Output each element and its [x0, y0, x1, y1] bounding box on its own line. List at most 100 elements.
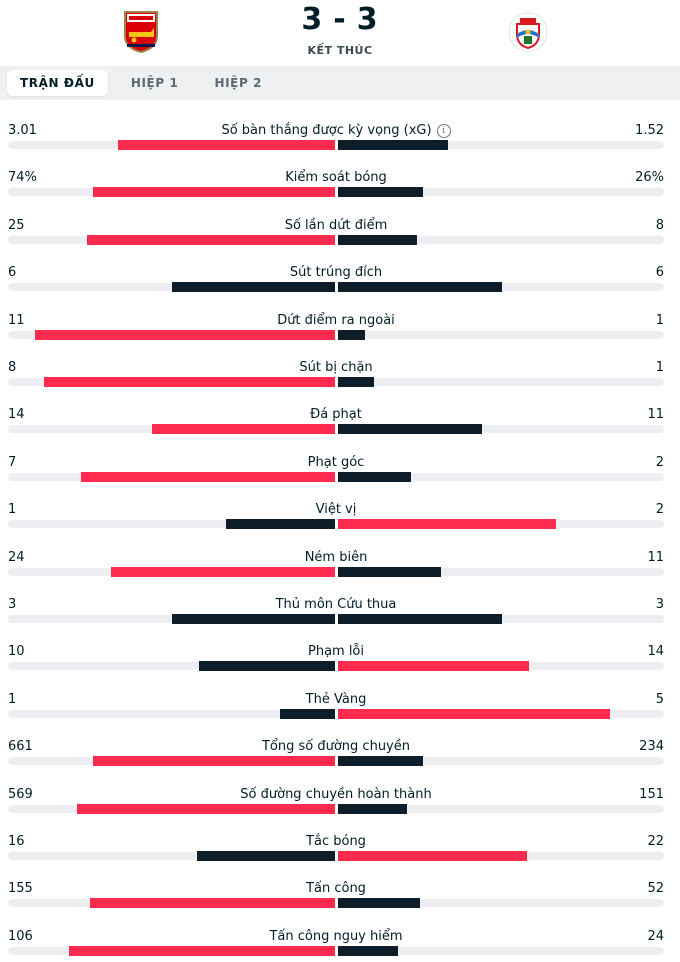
- away-bar: [338, 234, 418, 245]
- home-stat-value: 24: [8, 549, 25, 565]
- home-bar: [87, 234, 335, 245]
- away-bar-track: [338, 235, 664, 244]
- home-stat-value: 16: [8, 834, 25, 849]
- stat-label: Phạt góc: [307, 454, 365, 470]
- stat-label: Tấn công: [306, 881, 366, 897]
- away-bar: [338, 377, 375, 387]
- home-bar: [226, 519, 335, 530]
- stat-row: 1 Việt vị 2: [0, 502, 680, 548]
- stat-row: 11 Dứt điểm ra ngoài 1: [0, 313, 680, 359]
- stat-label: Sút bị chặn: [299, 360, 373, 375]
- stat-row: 3.01 Số bàn thắng được kỳ vọng (xG) i 1.52: [0, 123, 680, 169]
- away-stat-value: 52: [647, 881, 664, 897]
- stat-row: 155 Tấn công 52: [0, 881, 680, 927]
- home-bar: [110, 566, 335, 577]
- stat-row: 25 Số lần dứt điểm 8: [0, 218, 680, 264]
- stat-label-container: Tấn công nguy hiểm: [0, 929, 672, 944]
- stat-row: 106 Tấn công nguy hiểm 24: [0, 929, 680, 962]
- home-stat-value: 3.01: [8, 123, 37, 138]
- tab-first-half[interactable]: HIỆP 1: [130, 76, 179, 90]
- away-stat-value: 1: [655, 312, 664, 328]
- home-stat-value: 155: [8, 881, 33, 897]
- away-bar: [338, 424, 482, 435]
- stat-label: Phạm lỗi: [307, 644, 365, 660]
- away-stat-value: 151: [639, 786, 664, 802]
- match-header: 3-3 KẾT THÚC: [0, 0, 680, 66]
- stat-row: 3 Thủ môn Cứu thua 3: [0, 597, 680, 643]
- home-stat-value: 1: [8, 691, 17, 707]
- away-stat-value: 8: [655, 217, 664, 233]
- stat-label: Ném biên: [304, 549, 368, 565]
- away-bar: [338, 803, 407, 814]
- home-bar-track: [8, 852, 335, 860]
- stat-label: Tấn công nguy hiểm: [269, 928, 403, 944]
- home-stat-value: 8: [8, 360, 17, 375]
- home-bar: [76, 803, 335, 814]
- stat-row: 74% Kiểm soát bóng 26%: [0, 170, 680, 216]
- home-bar: [93, 187, 335, 198]
- tab-match[interactable]: TRẬN ĐẤU: [7, 70, 108, 96]
- home-bar: [93, 756, 335, 767]
- away-bar-track: [338, 946, 664, 955]
- stat-label: Việt vị: [315, 502, 357, 518]
- stat-label-container: Đá phạt: [0, 407, 672, 422]
- away-bar: [338, 756, 424, 767]
- stat-label: Tổng số đường chuyền: [261, 739, 410, 755]
- away-stat-value: 2: [655, 454, 664, 470]
- arsenal-crest-icon[interactable]: [121, 9, 161, 55]
- stat-label-container: Tấn công: [0, 881, 672, 896]
- away-bar: [338, 140, 448, 150]
- home-bar-track: [8, 662, 335, 671]
- stat-row: 16 Tắc bóng 22: [0, 834, 680, 880]
- home-stat-value: 661: [8, 739, 33, 755]
- away-bar: [338, 519, 557, 530]
- home-stat-value: 7: [8, 454, 17, 470]
- stat-row: 24 Ném biên 11: [0, 550, 680, 596]
- away-bar: [338, 898, 421, 909]
- away-bar-track: [338, 378, 664, 386]
- away-bar: [338, 851, 528, 861]
- stat-label: Tắc bóng: [306, 834, 366, 849]
- home-stat-value: 74%: [8, 170, 37, 186]
- stat-row: 1 Thẻ Vàng 5: [0, 692, 680, 738]
- stat-label: Sút trúng đích: [289, 265, 383, 281]
- stat-label-container: Tắc bóng: [0, 834, 672, 849]
- tab-second-half[interactable]: HIỆP 2: [214, 76, 263, 90]
- info-icon[interactable]: i: [436, 123, 451, 138]
- away-bar: [338, 471, 411, 482]
- stat-label: Số lần dứt điểm: [284, 217, 388, 233]
- stat-label-container: Phạm lỗi: [0, 644, 672, 659]
- stat-row: 6 Sút trúng đích 6: [0, 265, 680, 311]
- home-bar: [197, 851, 335, 861]
- southampton-crest-icon[interactable]: [508, 9, 548, 55]
- away-bar-track: [338, 899, 664, 908]
- stat-label-container: Tổng số đường chuyền: [0, 739, 672, 754]
- home-bar: [80, 471, 335, 482]
- away-bar-track: [338, 141, 664, 149]
- away-bar-track: [338, 804, 664, 813]
- away-bar: [338, 614, 502, 624]
- away-score: 3: [356, 2, 379, 37]
- away-stat-value: 22: [647, 834, 664, 849]
- away-stat-value: 11: [647, 549, 664, 565]
- away-bar: [338, 945, 399, 956]
- home-stat-value: 6: [8, 265, 17, 281]
- stat-label-container: Sút bị chặn: [0, 360, 672, 375]
- away-stat-value: 2: [655, 502, 664, 518]
- stat-label-container: Số bàn thắng được kỳ vọng (xG) i: [0, 123, 672, 138]
- stat-row: 10 Phạm lỗi 14: [0, 644, 680, 690]
- home-stat-value: 1: [8, 502, 17, 518]
- home-bar: [198, 661, 335, 672]
- match-status: KẾT THÚC: [307, 44, 373, 57]
- away-bar: [338, 329, 366, 340]
- home-bar: [68, 945, 335, 956]
- home-bar: [280, 708, 335, 719]
- home-bar: [35, 329, 335, 340]
- home-bar-track: [8, 520, 335, 529]
- stat-label-container: Kiểm soát bóng: [0, 170, 672, 185]
- home-stat-value: 11: [8, 312, 25, 328]
- home-stat-value: 3: [8, 597, 17, 612]
- home-bar: [90, 898, 335, 909]
- away-stat-value: 26%: [635, 170, 664, 186]
- home-stat-value: 106: [8, 928, 33, 944]
